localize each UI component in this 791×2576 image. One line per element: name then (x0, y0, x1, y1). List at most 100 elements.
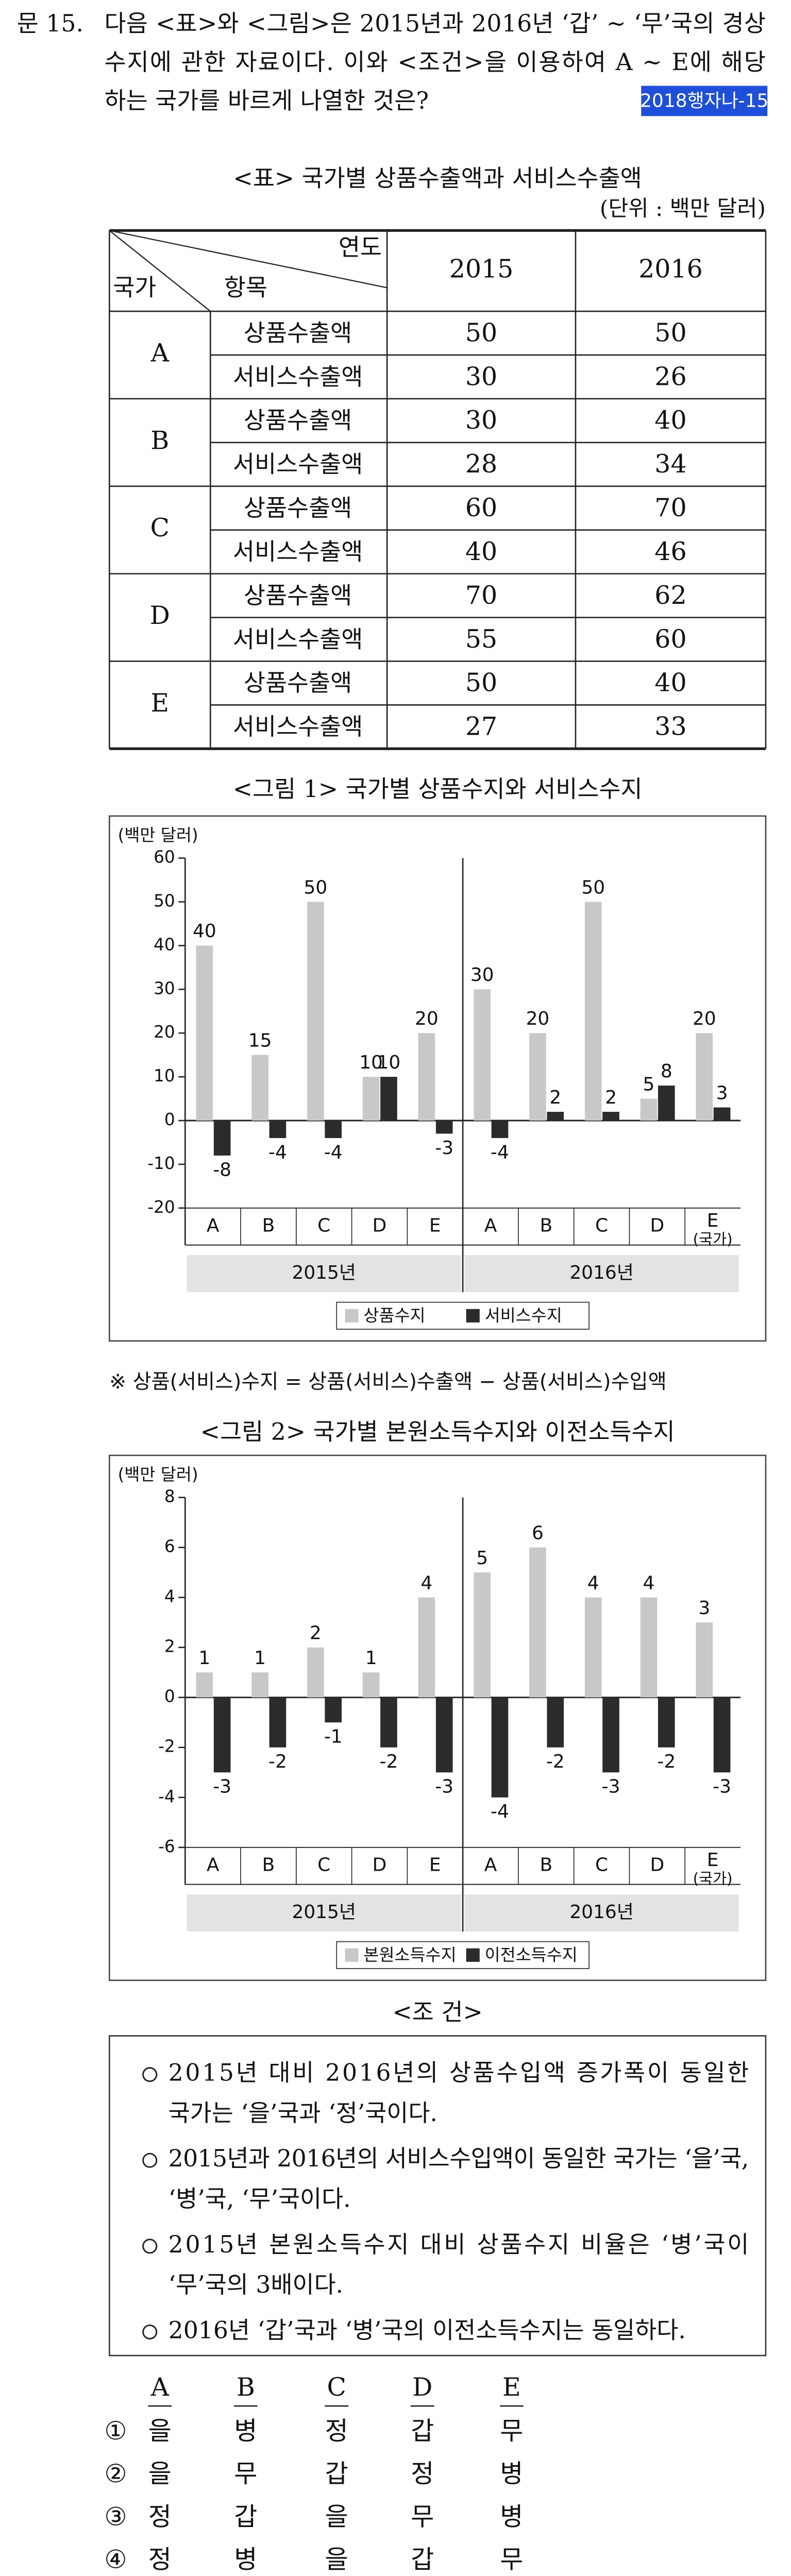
bar (307, 1647, 324, 1698)
bar (547, 1112, 564, 1121)
data-label: 20 (526, 1008, 550, 1029)
choice-number: ① (105, 2416, 127, 2446)
data-label: 3 (716, 1082, 728, 1104)
group-label-bg (464, 1894, 739, 1932)
value-cell: 50 (654, 318, 686, 347)
legend-label: 본원소득수지 (363, 1945, 456, 1964)
data-label: 50 (581, 877, 605, 898)
bullet (142, 2153, 158, 2168)
data-label: -3 (435, 1138, 453, 1159)
x-tick-label: C (317, 1855, 330, 1876)
data-label: 3 (698, 1598, 710, 1619)
x-tick-label: A (484, 1855, 497, 1876)
data-label: 2 (310, 1623, 322, 1644)
bar (251, 1672, 268, 1698)
bar (269, 1697, 287, 1748)
country-cell: E (150, 688, 169, 718)
chart-title: <그림 1> 국가별 상품수지와 서비스수지 (233, 775, 643, 803)
x-tick-label: E (429, 1855, 441, 1876)
x-tick-label: C (317, 1215, 330, 1236)
data-label: 30 (470, 964, 494, 986)
value-cell: 40 (654, 668, 686, 698)
legend-swatch (345, 1309, 359, 1323)
data-label: 40 (193, 921, 216, 942)
y-tick-label: 60 (154, 848, 175, 867)
bar (640, 1098, 658, 1121)
data-label: -3 (435, 1776, 453, 1798)
condition-line: 2015년과 2016년의 서비스수입액이 동일한 국가는 ‘을’국, (169, 2145, 749, 2172)
value-cell: 28 (465, 449, 497, 479)
choice-header: D (412, 2372, 432, 2402)
y-tick-label: 4 (164, 1587, 175, 1606)
y-tick-label: 0 (164, 1110, 175, 1129)
choice-value: 을 (148, 2416, 172, 2446)
data-label: -4 (324, 1142, 343, 1163)
data-label: -8 (213, 1159, 231, 1180)
choice-value: 정 (325, 2416, 348, 2446)
x-axis-label: (국가) (693, 1870, 733, 1887)
data-label: 1 (198, 1648, 210, 1669)
value-cell: 27 (465, 712, 497, 741)
value-cell: 60 (465, 493, 497, 522)
x-tick-label: B (262, 1855, 275, 1876)
x-tick-label: C (595, 1855, 608, 1876)
data-label: 6 (532, 1522, 544, 1544)
table-title: <표> 국가별 상품수출액과 서비스수출액 (233, 164, 642, 192)
table-unit: (단위 : 백만 달러) (600, 196, 766, 222)
bar (435, 1697, 453, 1773)
x-tick-label: E (707, 1850, 719, 1871)
data-label: 1 (365, 1648, 377, 1669)
conditions-title: <조 건> (393, 1998, 483, 2026)
choice-number: ③ (105, 2502, 127, 2531)
bar (251, 1055, 268, 1121)
condition-line: 2016년 ‘갑’국과 ‘병’국의 이전소득수지는 동일하다. (169, 2316, 686, 2344)
data-label: -2 (546, 1751, 565, 1772)
bar (435, 1121, 453, 1134)
item-cell: 상품수출액 (244, 319, 352, 347)
data-label: 20 (415, 1008, 439, 1029)
choice-value: 병 (500, 2502, 523, 2531)
value-cell: 70 (654, 493, 686, 522)
data-label: 10 (377, 1052, 401, 1073)
x-tick-label: E (707, 1210, 719, 1231)
condition-line: 2015년 대비 2016년의 상품수입액 증가폭이 동일한 (169, 2059, 749, 2087)
country-cell: A (150, 338, 170, 368)
y-tick-label: 0 (164, 1687, 175, 1706)
value-cell: 62 (654, 581, 686, 610)
x-tick-label: B (262, 1215, 275, 1236)
note: ※ 상품(서비스)수지 = 상품(서비스)수출액 − 상품(서비스)수입액 (109, 1370, 666, 1394)
x-tick-label: E (429, 1215, 441, 1236)
question-line: 하는 국가를 바르게 나열한 것은? (105, 87, 429, 114)
choice-value: 병 (234, 2545, 257, 2574)
data-label: 4 (420, 1572, 432, 1594)
choice-value: 을 (148, 2459, 172, 2488)
data-label: -2 (657, 1751, 676, 1772)
value-cell: 34 (654, 449, 686, 479)
choice-value: 갑 (325, 2459, 348, 2488)
group-label-bg (187, 1255, 461, 1293)
chart-title: <그림 2> 국가별 본원소득수지와 이전소득수지 (200, 1418, 675, 1445)
value-cell: 40 (465, 537, 497, 566)
bar (547, 1697, 564, 1748)
y-tick-label: -4 (158, 1787, 175, 1806)
x-tick-label: A (207, 1855, 220, 1876)
bar (325, 1697, 342, 1723)
condition-line: ‘무’국의 3배이다. (169, 2271, 344, 2298)
corner-country: 국가 (113, 274, 156, 301)
bar (602, 1697, 619, 1773)
question-line: 수지에 관한 자료이다. 이와 <조건>을 이용하여 A ~ E에 해당 (105, 48, 766, 76)
group-label: 2016년 (569, 1262, 633, 1283)
x-tick-label: A (484, 1215, 497, 1236)
data-label: 4 (643, 1572, 655, 1594)
data-label: 20 (693, 1008, 716, 1029)
choice-header: E (502, 2372, 521, 2402)
data-label: 8 (661, 1061, 672, 1082)
bar (380, 1077, 397, 1121)
choice-value: 갑 (411, 2416, 434, 2446)
item-cell: 상품수출액 (244, 669, 352, 697)
bar (196, 945, 213, 1121)
choice-number: ④ (105, 2545, 127, 2574)
choice-header: C (327, 2372, 346, 2402)
group-label: 2016년 (569, 1902, 633, 1923)
